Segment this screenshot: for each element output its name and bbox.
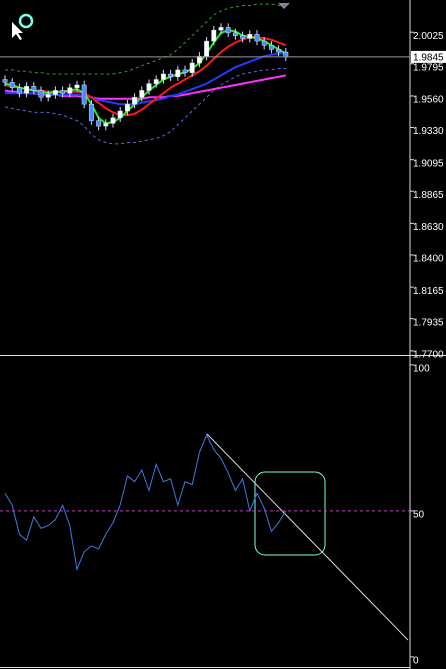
y-tick-label: 50 (413, 510, 425, 521)
series-line (4, 68, 286, 145)
y-tick-label: 1.8630 (413, 222, 444, 233)
last-price-box (411, 50, 446, 63)
highlight-box (254, 471, 326, 556)
candle-body (60, 90, 66, 94)
candle-body (218, 27, 224, 31)
candle-body (196, 55, 202, 64)
candle-body (160, 73, 166, 80)
candle-body (24, 86, 30, 94)
series-line (5, 52, 286, 106)
y-tick-label: 1.9795 (413, 62, 444, 73)
last-price-label: 1.9845 (413, 53, 444, 64)
candle-body (283, 51, 289, 58)
candle-body (146, 83, 152, 91)
candle-body (103, 123, 109, 127)
candle-body (204, 40, 210, 57)
candle-body (9, 81, 15, 88)
candle-body (247, 34, 253, 39)
candle-body (52, 90, 58, 95)
candle-body (31, 86, 37, 91)
y-tick-label: 1.8400 (413, 254, 444, 265)
candle-body (16, 87, 22, 94)
candle-body (132, 97, 138, 105)
candle-body (254, 34, 260, 42)
y-tick-label: 100 (413, 364, 430, 375)
candle-body (240, 35, 246, 39)
candle-body (268, 44, 274, 50)
series-line (4, 433, 287, 572)
candle-body (232, 32, 238, 36)
candle-body (225, 27, 231, 34)
y-tick-label: 1.7700 (413, 350, 444, 361)
candle-body (124, 103, 130, 112)
candle-body (67, 87, 73, 94)
candle-body (189, 62, 195, 73)
candle-body (81, 84, 87, 105)
y-tick-label: 1.9330 (413, 126, 444, 137)
candle-body (117, 110, 123, 119)
candle-body (110, 117, 116, 124)
y-tick-label: 1.8865 (413, 190, 444, 201)
candle-body (88, 103, 94, 121)
candle-body (45, 94, 51, 98)
candle-body (153, 79, 159, 84)
series-line (4, 29, 287, 125)
candle-body (211, 29, 217, 42)
cursor-icon (12, 22, 23, 40)
candle-body (74, 84, 80, 88)
y-tick-label: 2.0025 (413, 31, 444, 42)
y-tick-label: 1.9560 (413, 95, 444, 106)
y-tick-label: 0 (413, 656, 419, 667)
candle-body (139, 90, 145, 98)
y-tick-label: 1.7935 (413, 317, 444, 328)
candle-body (38, 90, 44, 98)
series-line (5, 3, 286, 75)
y-tick-label: 1.9095 (413, 158, 444, 169)
trend-line (206, 433, 409, 641)
y-tick-label: 1.8165 (413, 286, 444, 297)
candle-body (168, 73, 174, 78)
busy-icon (18, 13, 34, 29)
candle-body (276, 49, 282, 53)
candle-body (2, 79, 8, 83)
candle-body (175, 69, 181, 78)
candle-body (261, 40, 267, 46)
candle-body (96, 120, 102, 127)
candle-body (182, 69, 188, 73)
